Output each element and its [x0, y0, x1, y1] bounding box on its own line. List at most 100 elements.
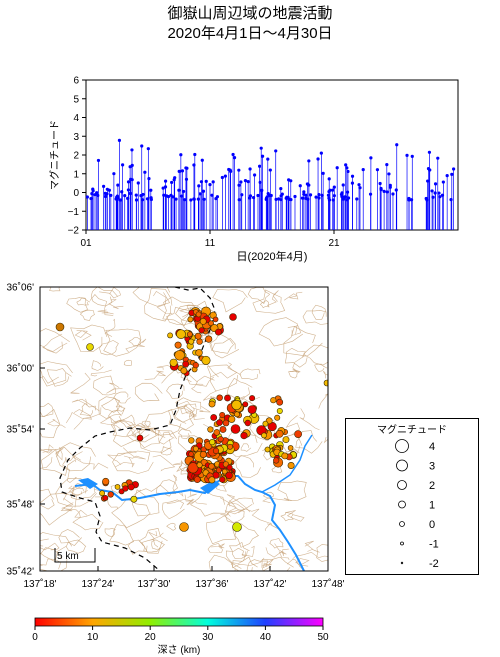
mt-point — [147, 176, 151, 181]
mt-point — [350, 174, 355, 178]
contour-line — [206, 515, 242, 545]
cb-tick-label: 20 — [145, 632, 157, 643]
mt-point — [277, 197, 281, 201]
contour-line — [153, 290, 173, 314]
mt-point — [231, 152, 235, 157]
contour-line — [177, 428, 192, 440]
legend-symbol — [400, 541, 404, 546]
mt-point — [136, 181, 140, 185]
epicenter — [231, 399, 242, 411]
contour-line — [65, 407, 102, 424]
contour-line — [89, 294, 114, 316]
contour-line — [99, 416, 125, 430]
contour-line — [264, 522, 280, 532]
epicenter — [114, 484, 121, 490]
mt-point — [391, 192, 395, 196]
epicenter — [199, 318, 207, 325]
contour-line — [40, 547, 68, 571]
epicenter — [176, 329, 186, 340]
mt-point — [274, 149, 278, 153]
mt-point — [197, 184, 201, 188]
contour-line — [108, 299, 124, 310]
mt-point — [243, 178, 248, 183]
epicenter — [226, 464, 233, 471]
epicenter — [214, 328, 222, 336]
mt-point — [149, 197, 153, 202]
mt-point — [189, 198, 193, 202]
map-lon-label: 137˚18' — [23, 578, 56, 590]
contour-line — [311, 304, 326, 320]
contour-line — [131, 434, 150, 439]
mt-point — [128, 165, 132, 169]
contour-line — [180, 373, 215, 382]
epicenter — [273, 457, 280, 464]
contour-line — [40, 328, 70, 354]
map-lon-label: 137˚30' — [137, 578, 170, 590]
contour-line — [209, 333, 235, 354]
mt-point — [387, 172, 391, 176]
contour-line — [71, 398, 100, 412]
contour-line — [252, 289, 286, 314]
mt-point — [441, 180, 445, 184]
mt-point — [284, 196, 288, 200]
epicenter — [207, 426, 214, 433]
depth-colorbar: 0 10 20 30 40 50 深さ (km) — [32, 617, 329, 656]
epicenter — [213, 429, 221, 436]
legend-label: 1 — [429, 500, 435, 512]
contour-line — [303, 344, 328, 366]
mt-point — [116, 183, 120, 187]
epicenter — [208, 476, 216, 484]
map-lon-label: 137˚36' — [195, 578, 228, 590]
mt-point — [407, 196, 411, 201]
epicenter — [281, 452, 289, 460]
mt-point — [319, 151, 323, 155]
mt-point — [211, 180, 215, 184]
mt-point — [85, 195, 89, 199]
contour-line — [299, 408, 320, 431]
contour-line — [104, 318, 116, 337]
contour-line — [92, 375, 120, 396]
mt-point — [327, 198, 332, 202]
mt-point — [185, 166, 189, 170]
epicenter — [187, 462, 199, 474]
mt-point — [321, 171, 325, 175]
epicenter — [136, 434, 144, 442]
mt-ylabel: マグニチュード — [48, 120, 61, 190]
mt-point — [279, 186, 283, 191]
contour-line — [91, 360, 104, 371]
contour-line — [65, 508, 88, 518]
mt-point — [287, 197, 291, 201]
mt-point — [109, 193, 113, 198]
reservoir-2 — [200, 480, 220, 494]
contour-line — [40, 488, 55, 510]
epicenter — [228, 415, 236, 423]
mt-point — [171, 195, 175, 199]
contour-line — [224, 502, 245, 517]
contour-line — [258, 317, 304, 347]
contour-line — [174, 397, 202, 423]
mt-point — [331, 188, 335, 192]
mt-point — [198, 192, 202, 196]
mt-point — [345, 190, 350, 194]
contour-line — [156, 365, 176, 384]
mt-point — [266, 192, 270, 196]
epicenter — [287, 445, 294, 451]
contour-line — [58, 529, 82, 546]
contour-line — [166, 522, 177, 531]
contour-line — [152, 454, 176, 472]
epicenter — [99, 490, 105, 497]
contour-line — [246, 559, 272, 571]
epicenter — [102, 477, 110, 486]
mt-point — [316, 157, 320, 161]
mt-point — [308, 193, 313, 197]
mt-point — [438, 195, 442, 199]
mt-point — [437, 191, 441, 195]
epicenter-map: 36˚06' 36˚00' 35˚54' 35˚48' 35˚42' 137˚18' 13… — [7, 282, 345, 591]
contour-line — [115, 457, 135, 468]
contour-line — [40, 444, 54, 454]
epicenter — [244, 419, 252, 427]
epicenter — [242, 401, 249, 408]
mt-point — [379, 186, 383, 191]
mt-point — [96, 158, 101, 163]
contour-line — [282, 414, 300, 439]
